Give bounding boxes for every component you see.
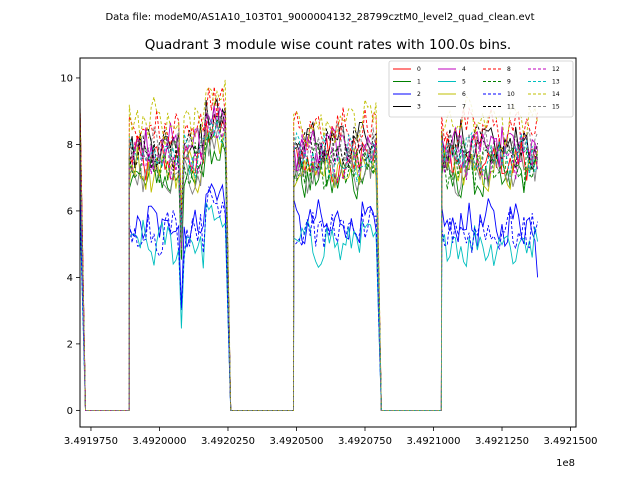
legend-frame xyxy=(388,60,574,118)
x-offset-label: 1e8 xyxy=(556,458,575,469)
x-tick-label: 3.4920250 xyxy=(201,436,255,447)
series-line-13 xyxy=(79,118,539,411)
series-line-11 xyxy=(79,107,539,411)
legend-label: 1 xyxy=(417,79,421,86)
series-line-8 xyxy=(79,86,539,411)
legend-label: 5 xyxy=(462,79,466,86)
plot-frame xyxy=(79,57,577,428)
legend-label: 9 xyxy=(507,79,511,86)
x-tick-label: 3.4921000 xyxy=(406,436,460,447)
series-line-5 xyxy=(79,202,539,411)
x-axis: 3.4919750 3.4920000 3.4920250 3.4920500 3.49… xyxy=(64,427,598,447)
x-tick-label: 3.4921500 xyxy=(543,436,597,447)
legend-label: 12 xyxy=(552,66,560,73)
series-line-6 xyxy=(79,128,539,411)
x-tick-label: 3.4920000 xyxy=(132,436,186,447)
legend-label: 13 xyxy=(552,79,560,86)
y-tick-label: 10 xyxy=(60,73,73,84)
legend-label: 15 xyxy=(552,104,560,111)
legend-label: 8 xyxy=(507,66,511,73)
legend-label: 14 xyxy=(552,91,560,98)
legend-label: 3 xyxy=(417,104,421,111)
legend-label: 4 xyxy=(462,66,466,73)
legend-label: 6 xyxy=(462,91,466,98)
figure-suptitle: Data file: modeM0/AS1A10_103T01_90000041… xyxy=(105,12,534,23)
x-tick-label: 3.4920500 xyxy=(269,436,323,447)
y-tick-label: 2 xyxy=(67,339,73,350)
series-line-1 xyxy=(79,133,538,411)
series-line-4 xyxy=(79,106,539,411)
series-line-3 xyxy=(79,97,539,411)
chart-title: Quadrant 3 module wise count rates with … xyxy=(145,37,511,53)
y-tick-label: 8 xyxy=(67,140,73,151)
legend-label: 0 xyxy=(417,66,421,73)
legend-label: 7 xyxy=(462,104,466,111)
series-line-10 xyxy=(79,186,539,411)
series-line-12 xyxy=(79,112,539,411)
y-tick-label: 0 xyxy=(67,406,73,417)
x-tick-label: 3.4919750 xyxy=(64,436,118,447)
y-tick-label: 4 xyxy=(67,273,73,284)
y-tick-label: 6 xyxy=(67,206,73,217)
legend-label: 11 xyxy=(507,104,515,111)
legend-label: 2 xyxy=(417,91,421,98)
x-tick-label: 3.4920750 xyxy=(338,436,392,447)
plot-lines xyxy=(79,79,539,411)
x-tick-label: 3.4921250 xyxy=(475,436,529,447)
y-axis: 0 2 4 6 8 10 xyxy=(60,73,80,417)
legend-label: 10 xyxy=(507,91,515,98)
series-line-15 xyxy=(79,105,539,411)
series-line-14 xyxy=(79,79,539,411)
